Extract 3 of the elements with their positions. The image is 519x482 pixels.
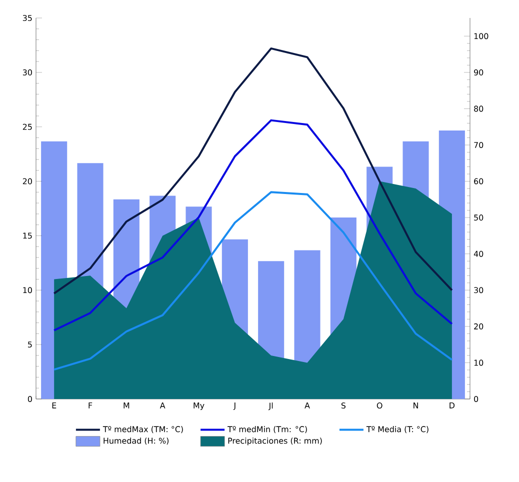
line-series	[53, 191, 453, 371]
line-series	[53, 47, 453, 294]
line-series	[53, 119, 453, 332]
